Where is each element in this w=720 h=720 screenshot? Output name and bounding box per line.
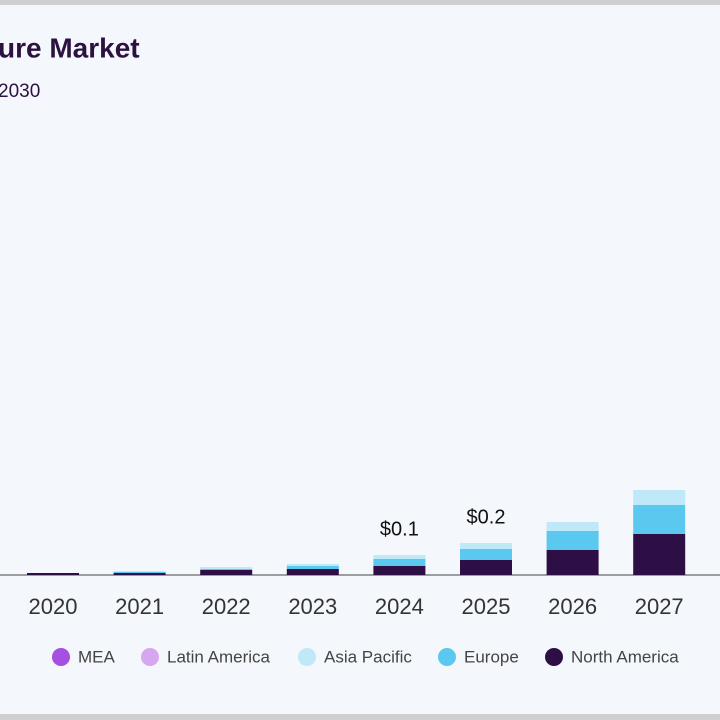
legend-label: Asia Pacific [324, 647, 412, 666]
x-tick-label: 2026 [548, 594, 597, 619]
bar-segment [113, 572, 166, 573]
bar-segment [633, 534, 686, 575]
bar-segment [546, 550, 599, 575]
bar-segment [460, 549, 512, 560]
bar-segment [113, 573, 166, 575]
legend-label: North America [571, 647, 679, 666]
bar-segment [546, 522, 599, 531]
bar-segment [460, 543, 512, 549]
x-tick-label: 2022 [202, 594, 251, 619]
bar-segment [200, 569, 253, 570]
chart-title: ure Market [0, 32, 140, 63]
total-label: $0.2 [467, 506, 506, 528]
chart: ure Market 2030 2020 2021 2022 2023 2024 $0.1… [0, 32, 720, 666]
legend-marker [52, 648, 70, 666]
legend-marker [141, 648, 159, 666]
legend-marker [298, 648, 316, 666]
bar-segment [113, 571, 166, 572]
legend-label: MEA [78, 647, 116, 666]
bar-segment [633, 505, 686, 534]
bar-segment [546, 531, 599, 550]
x-tick-label: 2023 [288, 594, 337, 619]
bar-segment [633, 490, 686, 505]
bar-segment [373, 555, 426, 559]
bar-segment [286, 564, 339, 566]
x-tick-label: 2024 [375, 594, 424, 619]
x-tick-label: 2020 [29, 594, 78, 619]
legend-label: Europe [464, 647, 519, 666]
x-tick-label: 2025 [462, 594, 511, 619]
chart-subtitle: 2030 [0, 81, 40, 102]
total-label: $0.1 [380, 518, 419, 540]
bar-segment [373, 559, 426, 566]
x-tick-label: 2021 [115, 594, 164, 619]
legend-marker [438, 648, 456, 666]
chart-panel: ure Market 2030 2020 2021 2022 2023 2024 $0.1… [0, 5, 720, 714]
legend-label: Latin America [167, 647, 271, 666]
bar-segment [286, 566, 339, 569]
bar-segment [460, 560, 512, 575]
x-tick-label: 2027 [635, 594, 684, 619]
bar-segment [200, 567, 253, 569]
legend-marker [545, 648, 563, 666]
bar-segment [200, 570, 253, 575]
bar-segment [373, 566, 426, 575]
bar-segment [27, 573, 79, 575]
bar-segment [286, 569, 339, 575]
